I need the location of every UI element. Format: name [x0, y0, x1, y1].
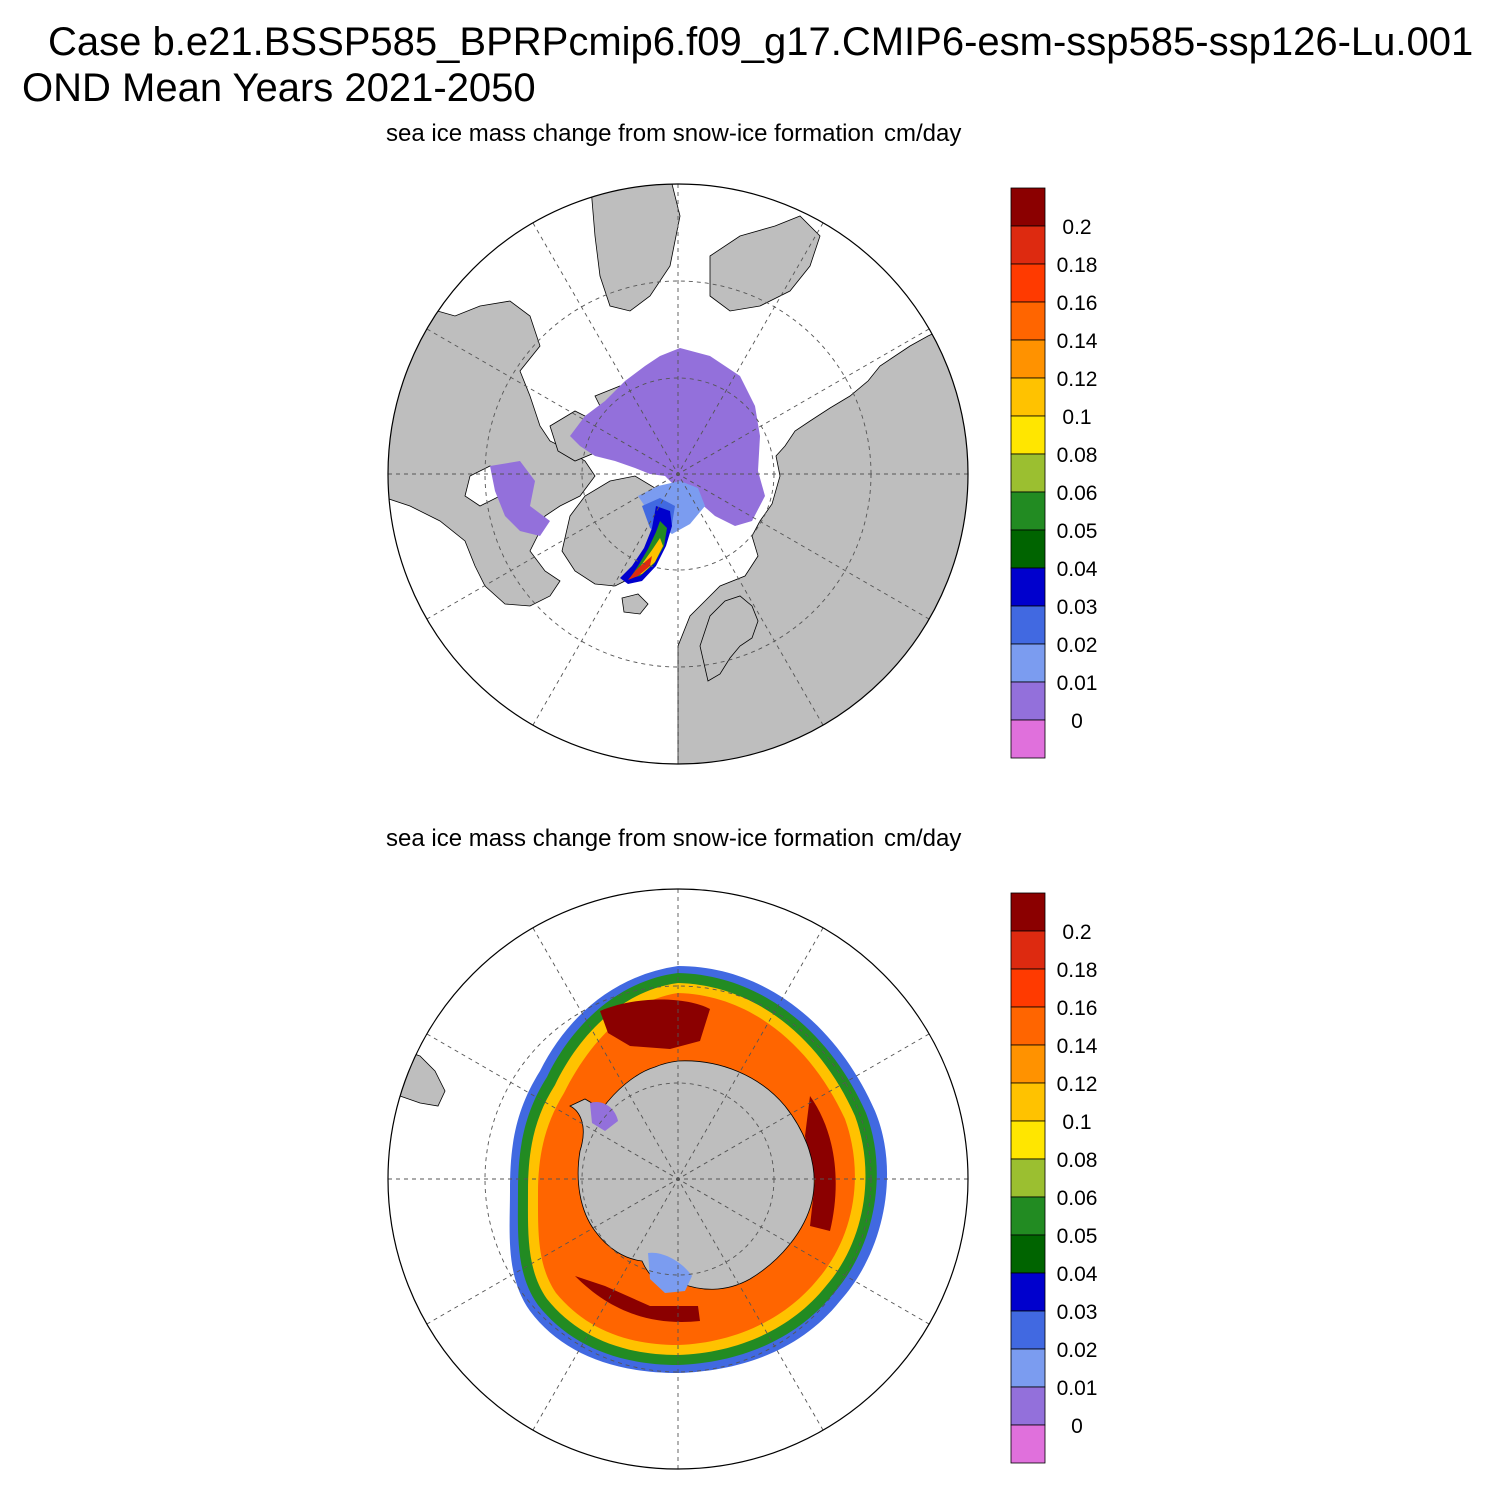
- north-ice-east-greenland-red: [628, 556, 652, 580]
- case-title: Case b.e21.BSSP585_BPRPcmip6.f09_g17.CMI…: [48, 20, 1474, 64]
- south-colorbar-label: 0.1: [1062, 1111, 1091, 1134]
- north-colorbar-label: 0.2: [1062, 216, 1091, 239]
- south-graticule: [388, 889, 968, 1469]
- south-colorbar-swatch: [1010, 1082, 1046, 1122]
- north-land-chukotka: [709, 215, 821, 312]
- north-colorbar-swatch: [1010, 415, 1046, 455]
- panel-north-units-label: cm/day: [884, 120, 962, 147]
- north-colorbar-swatch: [1010, 567, 1046, 607]
- south-colorbar-label: 0.05: [1057, 1225, 1098, 1248]
- north-colorbar: 0.2 0.18 0.16 0.14 0.12 0.1 0.08 0.06 0.05 0.04 0.…: [1010, 187, 1098, 759]
- south-ice-weddell-purple: [590, 1101, 618, 1131]
- south-colorbar-swatch: [1010, 1158, 1046, 1198]
- south-colorbar-swatch: [1010, 1120, 1046, 1160]
- panel-north-variable-label: sea ice mass change from snow-ice format…: [386, 120, 875, 147]
- south-colorbar-label: 0.06: [1057, 1187, 1098, 1210]
- north-colorbar-swatch: [1010, 605, 1046, 645]
- north-colorbar-swatch: [1010, 377, 1046, 417]
- north-ice-purple-pack: [570, 348, 765, 526]
- north-colorbar-label: 0: [1071, 710, 1083, 733]
- south-colorbar-label: 0: [1071, 1415, 1083, 1438]
- north-colorbar-swatch: [1010, 681, 1046, 721]
- north-colorbar-label: 0.18: [1057, 254, 1098, 277]
- south-colorbar-swatch: [1010, 1310, 1046, 1350]
- north-colorbar-swatch: [1010, 491, 1046, 531]
- north-colorbar-swatch: [1010, 719, 1046, 759]
- south-colorbar-label: 0.14: [1057, 1035, 1098, 1058]
- south-colorbar-label: 0.02: [1057, 1339, 1098, 1362]
- south-colorbar-swatch: [1010, 930, 1046, 970]
- north-colorbar-swatch: [1010, 263, 1046, 303]
- north-colorbar-label: 0.05: [1057, 520, 1098, 543]
- south-ice-dark-red-east: [805, 1096, 836, 1231]
- south-ice-ross-purple: [648, 1252, 692, 1293]
- south-colorbar-label: 0.01: [1057, 1377, 1098, 1400]
- north-colorbar-label: 0.12: [1057, 368, 1098, 391]
- north-land-scandinavia: [699, 595, 759, 682]
- north-colorbar-label: 0.03: [1057, 596, 1098, 619]
- north-colorbar-label: 0.16: [1057, 292, 1098, 315]
- south-colorbar-label: 0.18: [1057, 959, 1098, 982]
- north-colorbar-label: 0.14: [1057, 330, 1098, 353]
- south-colorbar-label: 0.16: [1057, 997, 1098, 1020]
- north-map-border: [387, 183, 969, 765]
- south-colorbar-label: 0.2: [1062, 921, 1091, 944]
- south-colorbar-swatch: [1010, 1044, 1046, 1084]
- north-land-north-america: [388, 300, 596, 607]
- south-colorbar: 0.2 0.18 0.16 0.14 0.12 0.1 0.08 0.06 0.05 0.04 0.…: [1010, 892, 1098, 1464]
- south-colorbar-label: 0.03: [1057, 1301, 1098, 1324]
- south-colorbar-swatch: [1010, 1234, 1046, 1274]
- north-colorbar-label: 0.08: [1057, 444, 1098, 467]
- north-colorbar-swatch: [1010, 529, 1046, 569]
- north-colorbar-label: 0.04: [1057, 558, 1098, 581]
- south-colorbar-swatch: [1010, 1006, 1046, 1046]
- south-ice-dark-red: [600, 999, 710, 1049]
- north-land-iceland: [621, 593, 649, 615]
- south-colorbar-swatch: [1010, 892, 1046, 932]
- panel-south-variable-label: sea ice mass change from snow-ice format…: [386, 825, 875, 852]
- north-colorbar-label: 0.02: [1057, 634, 1098, 657]
- north-colorbar-swatch: [1010, 301, 1046, 341]
- south-polar-map: [387, 888, 969, 1470]
- south-colorbar-swatch: [1010, 1272, 1046, 1312]
- south-colorbar-label: 0.04: [1057, 1263, 1098, 1286]
- north-polar-map: [387, 183, 969, 765]
- south-colorbar-label: 0.12: [1057, 1073, 1098, 1096]
- north-colorbar-label: 0.01: [1057, 672, 1098, 695]
- north-colorbar-swatch: [1010, 187, 1046, 227]
- south-colorbar-swatch: [1010, 1348, 1046, 1388]
- north-graticule: [388, 184, 968, 764]
- north-colorbar-swatch: [1010, 453, 1046, 493]
- south-colorbar-swatch: [1010, 1424, 1046, 1464]
- north-colorbar-swatch: [1010, 225, 1046, 265]
- north-colorbar-swatch: [1010, 339, 1046, 379]
- south-map-border: [387, 888, 969, 1470]
- south-ice-dark-red-south: [575, 1276, 700, 1322]
- south-colorbar-swatch: [1010, 968, 1046, 1008]
- period-title: OND Mean Years 2021-2050: [22, 66, 536, 110]
- south-colorbar-swatch: [1010, 1196, 1046, 1236]
- north-ice-east-greenland-green: [630, 521, 667, 578]
- south-colorbar-label: 0.08: [1057, 1149, 1098, 1172]
- south-colorbar-swatch: [1010, 1386, 1046, 1426]
- north-land-alaska: [589, 184, 681, 312]
- north-ice-purple-baffin: [490, 461, 550, 536]
- north-colorbar-label: 0.1: [1062, 406, 1091, 429]
- north-colorbar-label: 0.06: [1057, 482, 1098, 505]
- north-colorbar-swatch: [1010, 643, 1046, 683]
- panel-south-units-label: cm/day: [884, 825, 962, 852]
